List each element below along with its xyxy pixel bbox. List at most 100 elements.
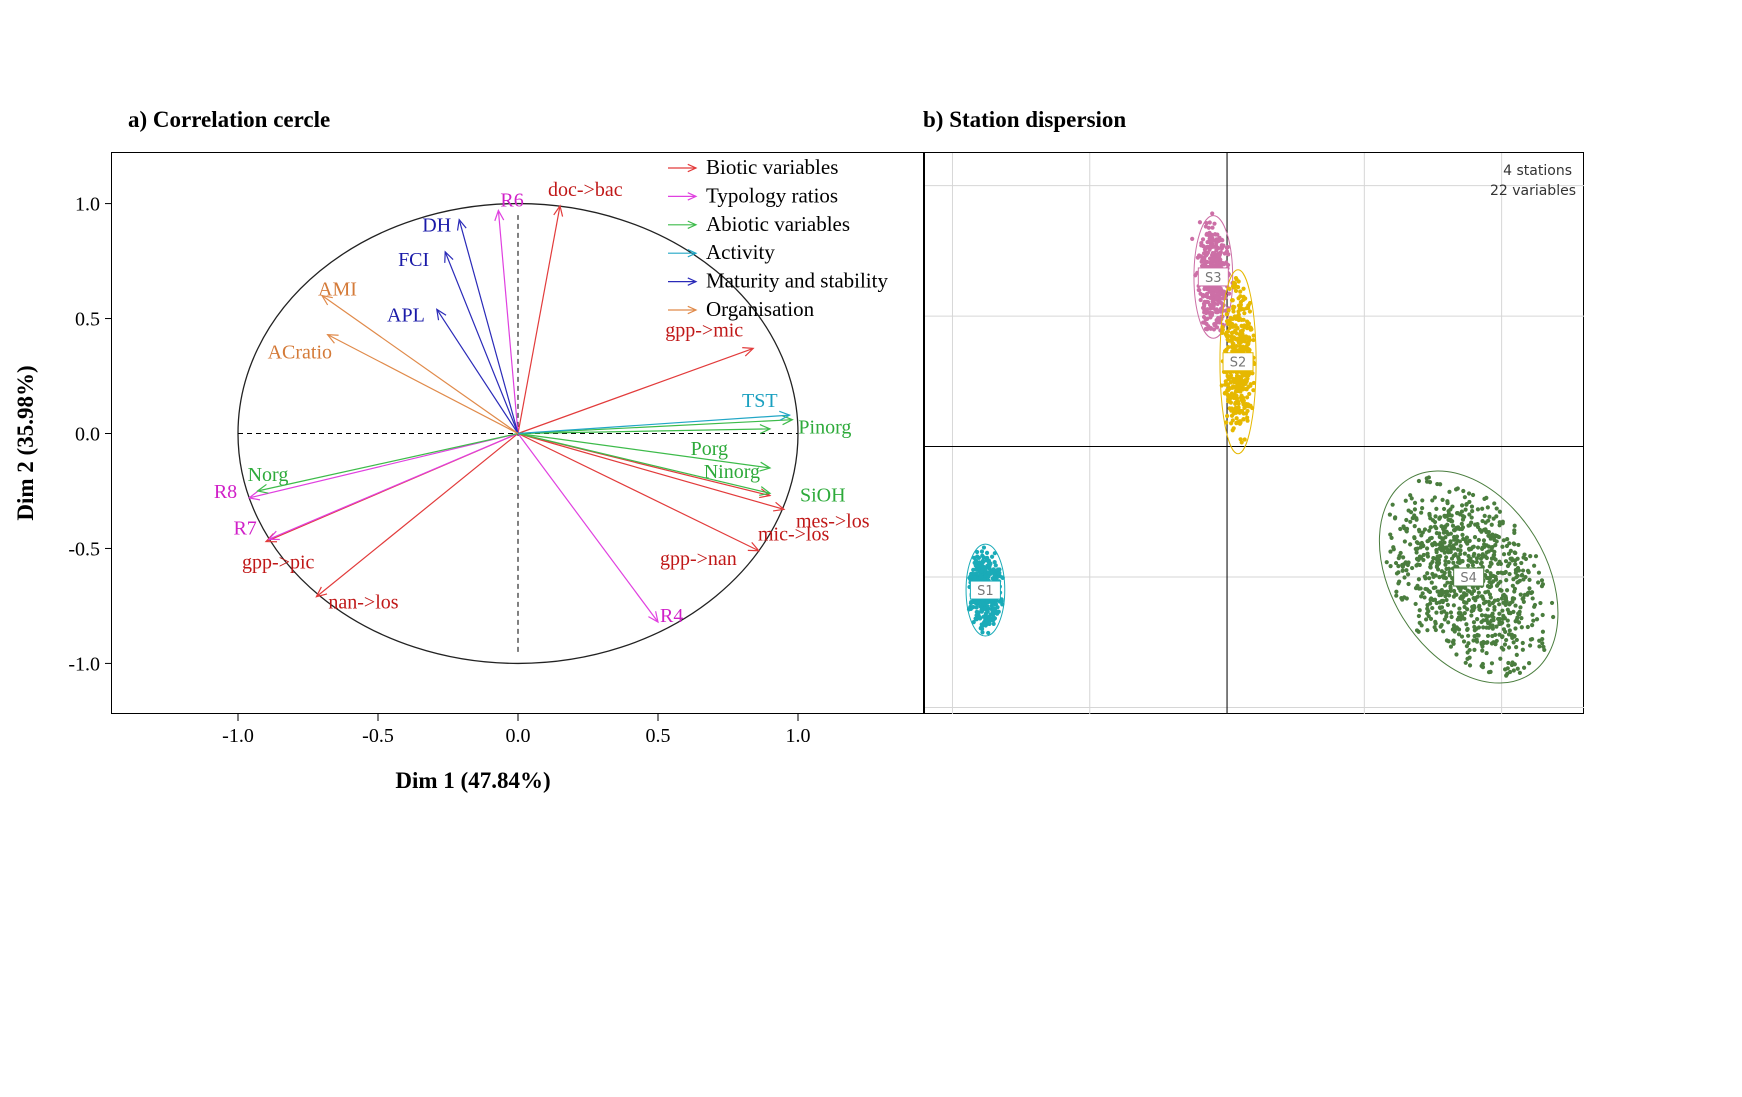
station-point <box>1251 380 1256 386</box>
station-point <box>1390 502 1395 507</box>
station-point <box>1441 506 1447 512</box>
station-point <box>1460 559 1465 564</box>
station-s4: S4 <box>1378 470 1559 684</box>
station-point <box>1224 260 1229 265</box>
station-point <box>1483 613 1488 618</box>
station-point <box>1532 563 1537 568</box>
station-point <box>1469 504 1475 509</box>
station-point <box>1424 617 1429 622</box>
station-point <box>1427 511 1432 517</box>
station-point <box>1228 322 1233 327</box>
station-point <box>1212 221 1217 226</box>
station-point <box>1504 588 1510 593</box>
station-point <box>1436 559 1441 565</box>
arrowhead-fci <box>444 250 454 263</box>
station-point <box>1494 638 1499 644</box>
station-point <box>1428 616 1434 621</box>
station-label: S1 <box>977 584 994 599</box>
station-point <box>1245 415 1250 420</box>
station-point <box>1226 399 1231 404</box>
station-point <box>1408 542 1413 547</box>
station-point <box>1497 602 1502 607</box>
station-point <box>1497 616 1502 622</box>
station-point <box>1497 509 1502 514</box>
station-point <box>1224 420 1229 425</box>
station-point <box>1209 238 1215 243</box>
station-point <box>1450 519 1455 524</box>
station-point <box>1487 602 1492 608</box>
station-point <box>1465 563 1471 568</box>
station-point <box>1518 592 1523 597</box>
station-point <box>1494 506 1499 511</box>
arrowhead-tst <box>779 410 792 421</box>
station-point <box>1434 506 1439 511</box>
legend-label-abiotic-variables: Abiotic variables <box>706 212 850 236</box>
station-label-box <box>1453 567 1485 587</box>
station-ellipse-s4 <box>1378 470 1559 684</box>
arrowhead-doc-bac <box>553 204 564 217</box>
station-point <box>1235 325 1240 330</box>
station-point <box>1427 528 1432 533</box>
station-point <box>1504 637 1509 643</box>
station-point <box>1490 640 1496 645</box>
station-point <box>1413 601 1418 607</box>
station-point <box>1461 639 1467 644</box>
station-point <box>1443 535 1448 540</box>
station-point <box>1512 523 1517 528</box>
station-point <box>1456 632 1462 637</box>
station-point <box>974 613 979 618</box>
station-point <box>1200 237 1206 242</box>
station-point <box>1511 668 1516 673</box>
station-point <box>1398 526 1403 532</box>
station-point <box>1211 286 1216 292</box>
station-point <box>1220 327 1225 332</box>
station-point <box>1394 593 1399 598</box>
station-point <box>979 574 984 580</box>
station-point <box>1475 507 1481 512</box>
station-point <box>1401 524 1406 529</box>
arrow-gpp-mic <box>517 347 754 435</box>
station-point <box>1227 318 1232 324</box>
station-point <box>1504 543 1510 549</box>
station-ellipse-s1 <box>965 543 1006 637</box>
station-point <box>1249 327 1254 332</box>
station-point <box>1472 534 1478 540</box>
station-point <box>1208 315 1213 320</box>
station-point <box>1211 327 1217 332</box>
station-point <box>1244 401 1249 407</box>
label-nan-los: nan->los <box>328 592 398 614</box>
station-point <box>1519 573 1524 578</box>
station-point <box>1512 550 1517 555</box>
station-point <box>1496 561 1501 567</box>
station-point <box>993 563 998 568</box>
station-point <box>1414 517 1419 522</box>
station-point <box>1392 516 1398 521</box>
station-s2: S2 <box>1219 269 1257 455</box>
station-point <box>1498 656 1503 661</box>
station-point <box>971 620 976 625</box>
station-point <box>1406 581 1411 587</box>
station-point <box>1206 233 1212 238</box>
station-point <box>1549 600 1555 606</box>
station-point <box>1444 529 1449 535</box>
station-point <box>1210 291 1215 296</box>
correlation-circle-plot: -1.0 -0.5 0.0 0.5 1.0 -1.0 -0.5 0.0 0.5 1.0 doc->b… <box>68 179 869 747</box>
station-point <box>1238 302 1243 308</box>
x-tick-label: -1.0 <box>222 725 254 747</box>
station-point <box>1444 555 1449 560</box>
series-maturity-and-stability: DH FCI APL <box>387 215 519 434</box>
station-point <box>986 571 991 576</box>
station-point <box>1429 580 1434 585</box>
station-point <box>1480 552 1485 557</box>
station-point <box>1223 308 1228 313</box>
station-point <box>1193 273 1198 278</box>
station-point <box>1540 612 1545 618</box>
station-point <box>1528 554 1533 559</box>
station-label-box <box>969 580 1001 600</box>
station-point <box>1531 618 1536 623</box>
station-label-box <box>1197 267 1229 287</box>
station-point <box>1207 220 1212 225</box>
station-point <box>1430 518 1436 523</box>
station-point <box>1421 557 1426 563</box>
label-gpp-pic: gpp->pic <box>242 552 314 574</box>
